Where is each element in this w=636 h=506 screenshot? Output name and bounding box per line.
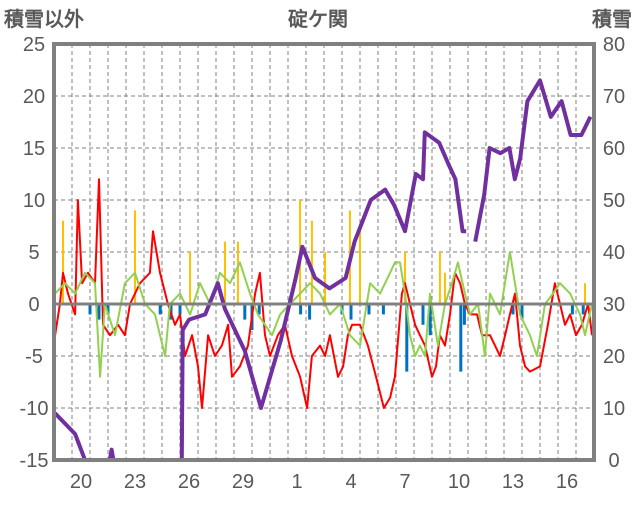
bar-negative <box>349 304 353 320</box>
right-tick-label: 70 <box>603 86 625 108</box>
plot-border <box>52 42 596 462</box>
left-tick-label: 0 <box>28 294 39 316</box>
x-tick-label: 23 <box>124 471 146 493</box>
bar-negative <box>367 304 371 315</box>
bar-positive <box>62 220 64 304</box>
bar-positive <box>359 231 361 304</box>
bar-positive <box>310 220 313 304</box>
bar-negative <box>381 304 385 315</box>
bar-negative <box>459 304 463 372</box>
bar-positive <box>134 210 136 304</box>
bar-negative <box>421 304 425 325</box>
x-tick-label: 16 <box>556 471 578 493</box>
bar-negative <box>308 304 312 320</box>
bar-positive <box>236 241 239 304</box>
x-tick-label: 7 <box>399 471 410 493</box>
series-green <box>54 251 593 378</box>
right-tick-label: 80 <box>603 34 625 56</box>
bar-negative <box>570 304 574 315</box>
bar-negative <box>88 304 92 315</box>
bar-negative <box>257 304 261 315</box>
bar-negative <box>299 304 303 315</box>
left-tick-label: 15 <box>23 138 45 160</box>
right-tick-label: 50 <box>603 190 625 212</box>
bar-negative <box>97 304 101 320</box>
x-tick-label: 29 <box>232 471 254 493</box>
bar-positive <box>438 252 441 304</box>
x-tick-label: 10 <box>448 471 470 493</box>
x-tick-label: 20 <box>70 471 92 493</box>
bar-negative <box>106 304 110 315</box>
x-tick-label: 4 <box>345 471 356 493</box>
series-red <box>54 178 593 409</box>
bar-negative <box>243 304 247 320</box>
left-tick-label: -5 <box>25 346 43 368</box>
right-axis-label: 積雪 <box>592 8 632 31</box>
right-tick-label: 30 <box>603 294 625 316</box>
bar-positive <box>584 283 586 304</box>
bar-negative <box>405 304 409 372</box>
right-tick-label: 60 <box>603 138 625 160</box>
x-tick-label: 26 <box>178 471 200 493</box>
right-tick-label: 20 <box>603 346 625 368</box>
bar-negative <box>581 304 585 315</box>
bar-negative <box>428 304 432 336</box>
bar-negative <box>178 304 182 315</box>
bar-negative <box>511 304 515 315</box>
x-tick-label: 13 <box>502 471 524 493</box>
bar-positive <box>404 252 406 304</box>
bar-positive <box>324 252 327 304</box>
left-tick-label: 10 <box>23 190 45 212</box>
right-tick-label: 40 <box>603 242 625 264</box>
bar-negative <box>462 304 466 325</box>
bar-positive <box>189 252 192 304</box>
left-tick-label: 25 <box>23 34 45 56</box>
left-tick-label: -10 <box>20 398 49 420</box>
bar-positive <box>443 272 446 304</box>
left-tick-label: 5 <box>28 242 39 264</box>
left-tick-label: -15 <box>20 450 49 472</box>
left-axis-label: 積雪以外 <box>4 7 84 31</box>
right-tick-label: 0 <box>608 450 619 472</box>
chart-title: 碇ケ関 <box>288 7 348 31</box>
x-tick-label: 1 <box>291 471 302 493</box>
right-tick-label: 10 <box>603 398 625 420</box>
left-tick-label: 20 <box>23 86 45 108</box>
bar-negative <box>520 304 524 320</box>
bar-positive <box>224 241 226 304</box>
bar-negative <box>158 304 162 315</box>
